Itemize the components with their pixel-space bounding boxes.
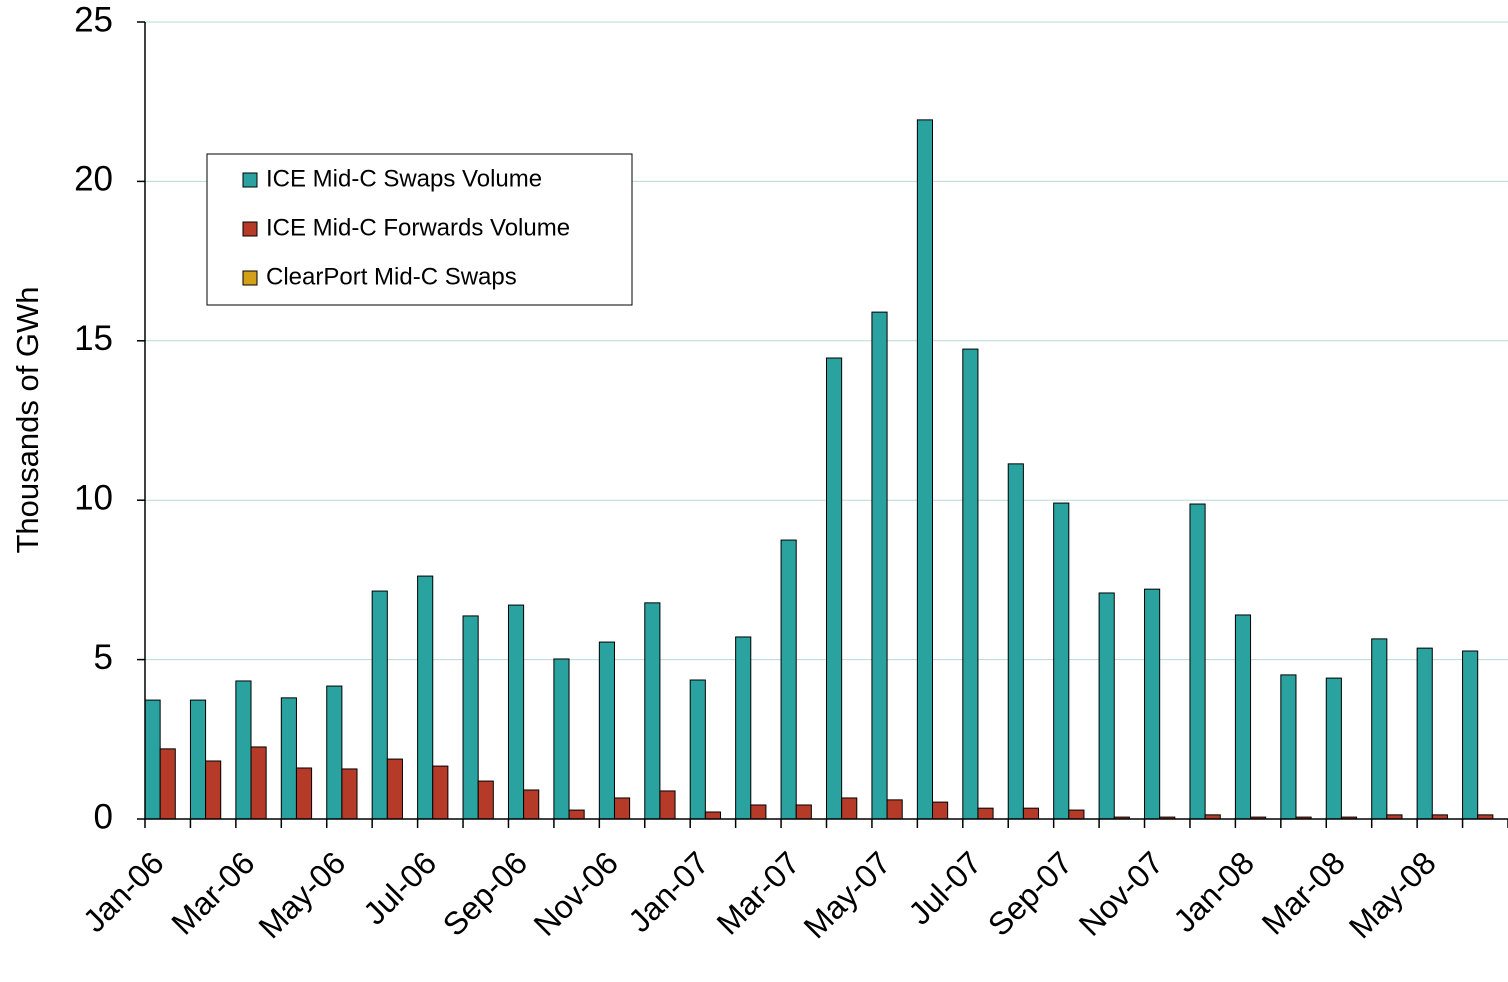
bar <box>962 348 979 820</box>
x-tick-label: Jan-06 <box>76 844 171 939</box>
bar <box>477 780 494 820</box>
bar <box>371 590 388 820</box>
bar <box>841 797 858 820</box>
x-tick-label: May-08 <box>1342 844 1443 945</box>
bar <box>1280 674 1297 820</box>
bar <box>795 804 812 820</box>
bar <box>250 746 267 820</box>
bar <box>886 799 903 820</box>
bar <box>553 658 570 820</box>
bar <box>205 760 222 820</box>
bar <box>1068 809 1085 820</box>
bar <box>295 767 313 820</box>
bar <box>341 768 358 820</box>
legend-swatch <box>242 270 258 286</box>
bar <box>432 765 449 820</box>
bar <box>735 636 752 820</box>
bar <box>523 789 540 820</box>
x-tick-label: Jul-06 <box>356 844 443 931</box>
bar <box>932 801 949 820</box>
x-tick-label: May-06 <box>251 844 352 945</box>
y-tick-label: 25 <box>74 0 113 39</box>
bar <box>1416 647 1433 820</box>
bar <box>659 790 676 820</box>
bar <box>235 680 252 820</box>
bar <box>326 685 343 820</box>
legend-label: ICE Mid-C Swaps Volume <box>266 165 542 192</box>
bar <box>916 119 934 820</box>
bar <box>750 804 767 820</box>
x-tick-label: Jul-07 <box>901 844 988 931</box>
x-tick-label: Sep-07 <box>981 844 1079 942</box>
bar <box>977 807 994 820</box>
x-tick-label: Mar-08 <box>1255 844 1352 941</box>
bar <box>689 679 706 820</box>
y-tick-label: 0 <box>94 797 113 836</box>
legend-swatch <box>242 221 258 237</box>
bar <box>871 311 888 820</box>
legend: ICE Mid-C Swaps Volume ICE Mid-C Forwards… <box>206 153 633 306</box>
bar <box>1144 588 1161 820</box>
bar <box>568 809 585 820</box>
x-tick-label: Sep-06 <box>436 844 534 942</box>
y-tick-label: 20 <box>74 160 113 199</box>
y-axis-title: Thousands of GWh <box>10 286 45 553</box>
legend-label: ClearPort Mid-C Swaps <box>266 263 517 290</box>
x-tick-label: Nov-07 <box>1072 844 1170 942</box>
x-tick-label: Mar-06 <box>164 844 261 941</box>
y-tick-label: 5 <box>94 638 113 677</box>
bar <box>1189 503 1206 820</box>
legend-swatch <box>242 172 258 188</box>
bar <box>159 748 176 820</box>
x-tick-label: Jan-08 <box>1166 844 1261 939</box>
bar <box>644 602 661 820</box>
bar <box>1325 677 1342 820</box>
bar <box>780 539 797 820</box>
bar <box>417 575 434 820</box>
bar <box>1022 807 1040 820</box>
bar <box>704 811 721 820</box>
bar <box>1234 614 1252 820</box>
x-tick-label: Nov-06 <box>527 844 625 942</box>
bar <box>144 699 161 820</box>
x-tick-label: Jan-07 <box>621 844 716 939</box>
x-tick-label: Mar-07 <box>710 844 807 941</box>
y-tick-label: 15 <box>74 319 113 358</box>
bar <box>507 604 525 820</box>
legend-label: ICE Mid-C Forwards Volume <box>266 214 570 241</box>
bar <box>1053 502 1070 820</box>
legend-box <box>206 153 633 306</box>
y-tick-label: 10 <box>74 478 113 517</box>
bar <box>1462 650 1479 820</box>
bar <box>462 615 479 820</box>
bar <box>1098 592 1115 820</box>
bar <box>826 357 843 820</box>
bar <box>386 758 403 820</box>
bar <box>189 699 207 820</box>
bar <box>280 697 297 820</box>
bar <box>613 797 631 820</box>
bar <box>598 641 615 820</box>
bar <box>1371 638 1388 820</box>
bar <box>1007 463 1024 820</box>
x-tick-label: May-07 <box>797 844 898 945</box>
